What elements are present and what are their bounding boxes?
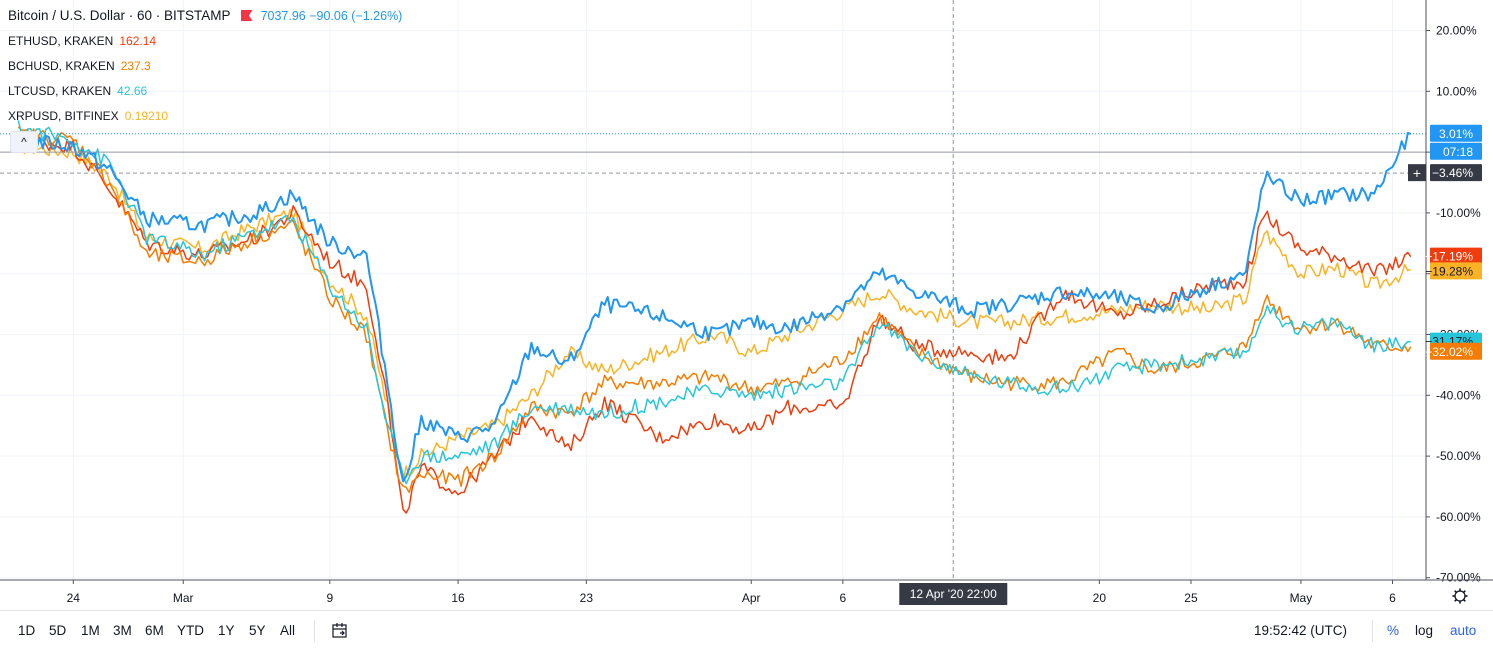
legend-compare-bch[interactable]: BCHUSD, KRAKEN 237.3	[8, 56, 402, 81]
series-line-xrp	[18, 138, 1412, 483]
legend-compare-label: ETHUSD, KRAKEN	[8, 34, 114, 48]
axis-badges: 3.01%07:18−17.19%−19.28%−31.17%−32.02%+ −…	[1408, 124, 1482, 360]
badge-bch-change: −32.02%	[1425, 345, 1473, 359]
chart-series	[17, 120, 1412, 514]
gear-icon-tooth	[1462, 590, 1466, 594]
timeframe-1d[interactable]: 1D	[18, 623, 36, 638]
badge-eth-change: −17.19%	[1425, 250, 1473, 264]
x-tick-label: Apr	[742, 591, 761, 605]
gear-icon-tooth	[1454, 598, 1458, 602]
legend-compare-value: 162.14	[119, 34, 157, 48]
y-tick-label: 10.00%	[1436, 84, 1477, 98]
auto-scale-toggle[interactable]: auto	[1450, 623, 1477, 638]
legend-main-symbol: Bitcoin / U.S. Dollar · 60 · BITSTAMP	[8, 8, 231, 23]
plus-icon: +	[1413, 165, 1421, 181]
legend-compare-ltc[interactable]: LTCUSD, KRAKEN 42.66	[8, 81, 402, 106]
badge-xrp-change-bg	[1430, 262, 1482, 280]
crosshair-time-label: 12 Apr '20 22:00	[910, 587, 997, 601]
x-tick-label: 6	[1389, 591, 1396, 605]
log-scale-toggle[interactable]: log	[1415, 623, 1434, 638]
crosshair-time-badge	[899, 583, 1008, 605]
y-tick-label: 20.00%	[1436, 24, 1477, 38]
x-tick-label: 16	[451, 591, 465, 605]
x-tick-label: 23	[580, 591, 594, 605]
x-tick-label: 20	[1093, 591, 1107, 605]
timeframe-1y[interactable]: 1Y	[218, 623, 235, 638]
time-axis: 24 Mar 9 16 23 Apr 6 20 25 May 6	[0, 579, 1493, 605]
x-tick-label: 24	[67, 591, 81, 605]
badge-xrp-change: −19.28%	[1425, 264, 1473, 278]
series-line-btc	[17, 131, 1412, 483]
percent-scale-toggle[interactable]: %	[1387, 623, 1400, 638]
add-alert-button[interactable]	[1408, 164, 1426, 182]
y-tick-label: -70.00%	[1436, 571, 1481, 585]
legend-compare-eth[interactable]: ETHUSD, KRAKEN 162.14	[8, 31, 402, 56]
legend-compare-label: XRPUSD, BITFINEX	[8, 109, 119, 123]
price-axis: 20.00%10.00%0.00%-10.00%-20.00%-30.00%-4…	[1425, 0, 1481, 585]
timeframe-5y[interactable]: 5Y	[249, 623, 266, 638]
badge-bar-countdown-bg	[1430, 142, 1482, 160]
legend-main-row[interactable]: Bitcoin / U.S. Dollar · 60 · BITSTAMP 703…	[8, 6, 402, 31]
calendar-icon[interactable]	[331, 622, 349, 643]
legend-compare-value: 0.19210	[124, 109, 169, 123]
x-tick-label: 6	[839, 591, 846, 605]
y-tick-label: -50.00%	[1436, 449, 1481, 463]
badge-crosshair-value: −3.46%	[1432, 166, 1473, 180]
badge-bch-change-bg	[1430, 342, 1482, 360]
legend-compare-xrp[interactable]: XRPUSD, BITFINEX 0.19210	[8, 106, 402, 131]
legend-main-value: 7037.96 −90.06 (−1.26%)	[260, 9, 403, 23]
legend-collapse-button[interactable]: ^	[10, 131, 38, 153]
legend-compare-label: BCHUSD, KRAKEN	[8, 59, 115, 73]
badge-eth-change-bg	[1430, 247, 1482, 265]
x-tick-label: May	[1290, 591, 1313, 605]
y-tick-label: -60.00%	[1436, 510, 1481, 524]
timeframe-6m[interactable]: 6M	[145, 623, 164, 638]
toolbar-divider	[314, 620, 315, 642]
chart-overlays: 12 Apr '20 22:00	[0, 0, 1426, 605]
utc-clock[interactable]: 19:52:42 (UTC)	[1254, 623, 1348, 638]
y-tick-label: -40.00%	[1436, 388, 1481, 402]
y-tick-label: -10.00%	[1436, 206, 1481, 220]
timeframe-5d[interactable]: 5D	[49, 623, 67, 638]
timeframe-all[interactable]: All	[280, 623, 296, 638]
gear-icon-tooth	[1462, 598, 1466, 602]
series-line-bch	[17, 126, 1412, 494]
legend: Bitcoin / U.S. Dollar · 60 · BITSTAMP 703…	[8, 6, 402, 131]
badge-btc-change-bg	[1430, 124, 1482, 142]
gear-icon[interactable]	[1452, 588, 1468, 604]
toolbar-divider	[1372, 620, 1373, 642]
bottom-toolbar: 1D 5D 1M 3M 6M YTD 1Y 5Y All 19:52:42 (U…	[0, 610, 1493, 653]
x-tick-label: 9	[326, 591, 333, 605]
series-line-ltc	[17, 120, 1411, 485]
legend-compare-label: LTCUSD, KRAKEN	[8, 84, 112, 98]
legend-compare-value: 237.3	[120, 59, 151, 73]
chevron-up-icon: ^	[21, 135, 27, 149]
x-tick-label: Mar	[173, 591, 194, 605]
badge-bar-countdown: 07:18	[1443, 145, 1473, 159]
badge-btc-change: 3.01%	[1439, 127, 1473, 141]
legend-compare-value: 42.66	[117, 84, 148, 98]
flag-icon[interactable]	[240, 10, 253, 21]
badge-crosshair-value-bg	[1430, 164, 1482, 182]
timeframe-3m[interactable]: 3M	[113, 623, 132, 638]
gear-icon-ring	[1454, 590, 1466, 602]
series-line-eth	[17, 133, 1412, 514]
gear-icon-tooth	[1454, 590, 1458, 594]
x-tick-label: 25	[1184, 591, 1198, 605]
chart-canvas[interactable]: 12 Apr '20 22:00 20.00%10.00%0.00%-10.00…	[0, 0, 1493, 610]
timeframe-1m[interactable]: 1M	[81, 623, 100, 638]
timeframe-ytd[interactable]: YTD	[177, 623, 204, 638]
